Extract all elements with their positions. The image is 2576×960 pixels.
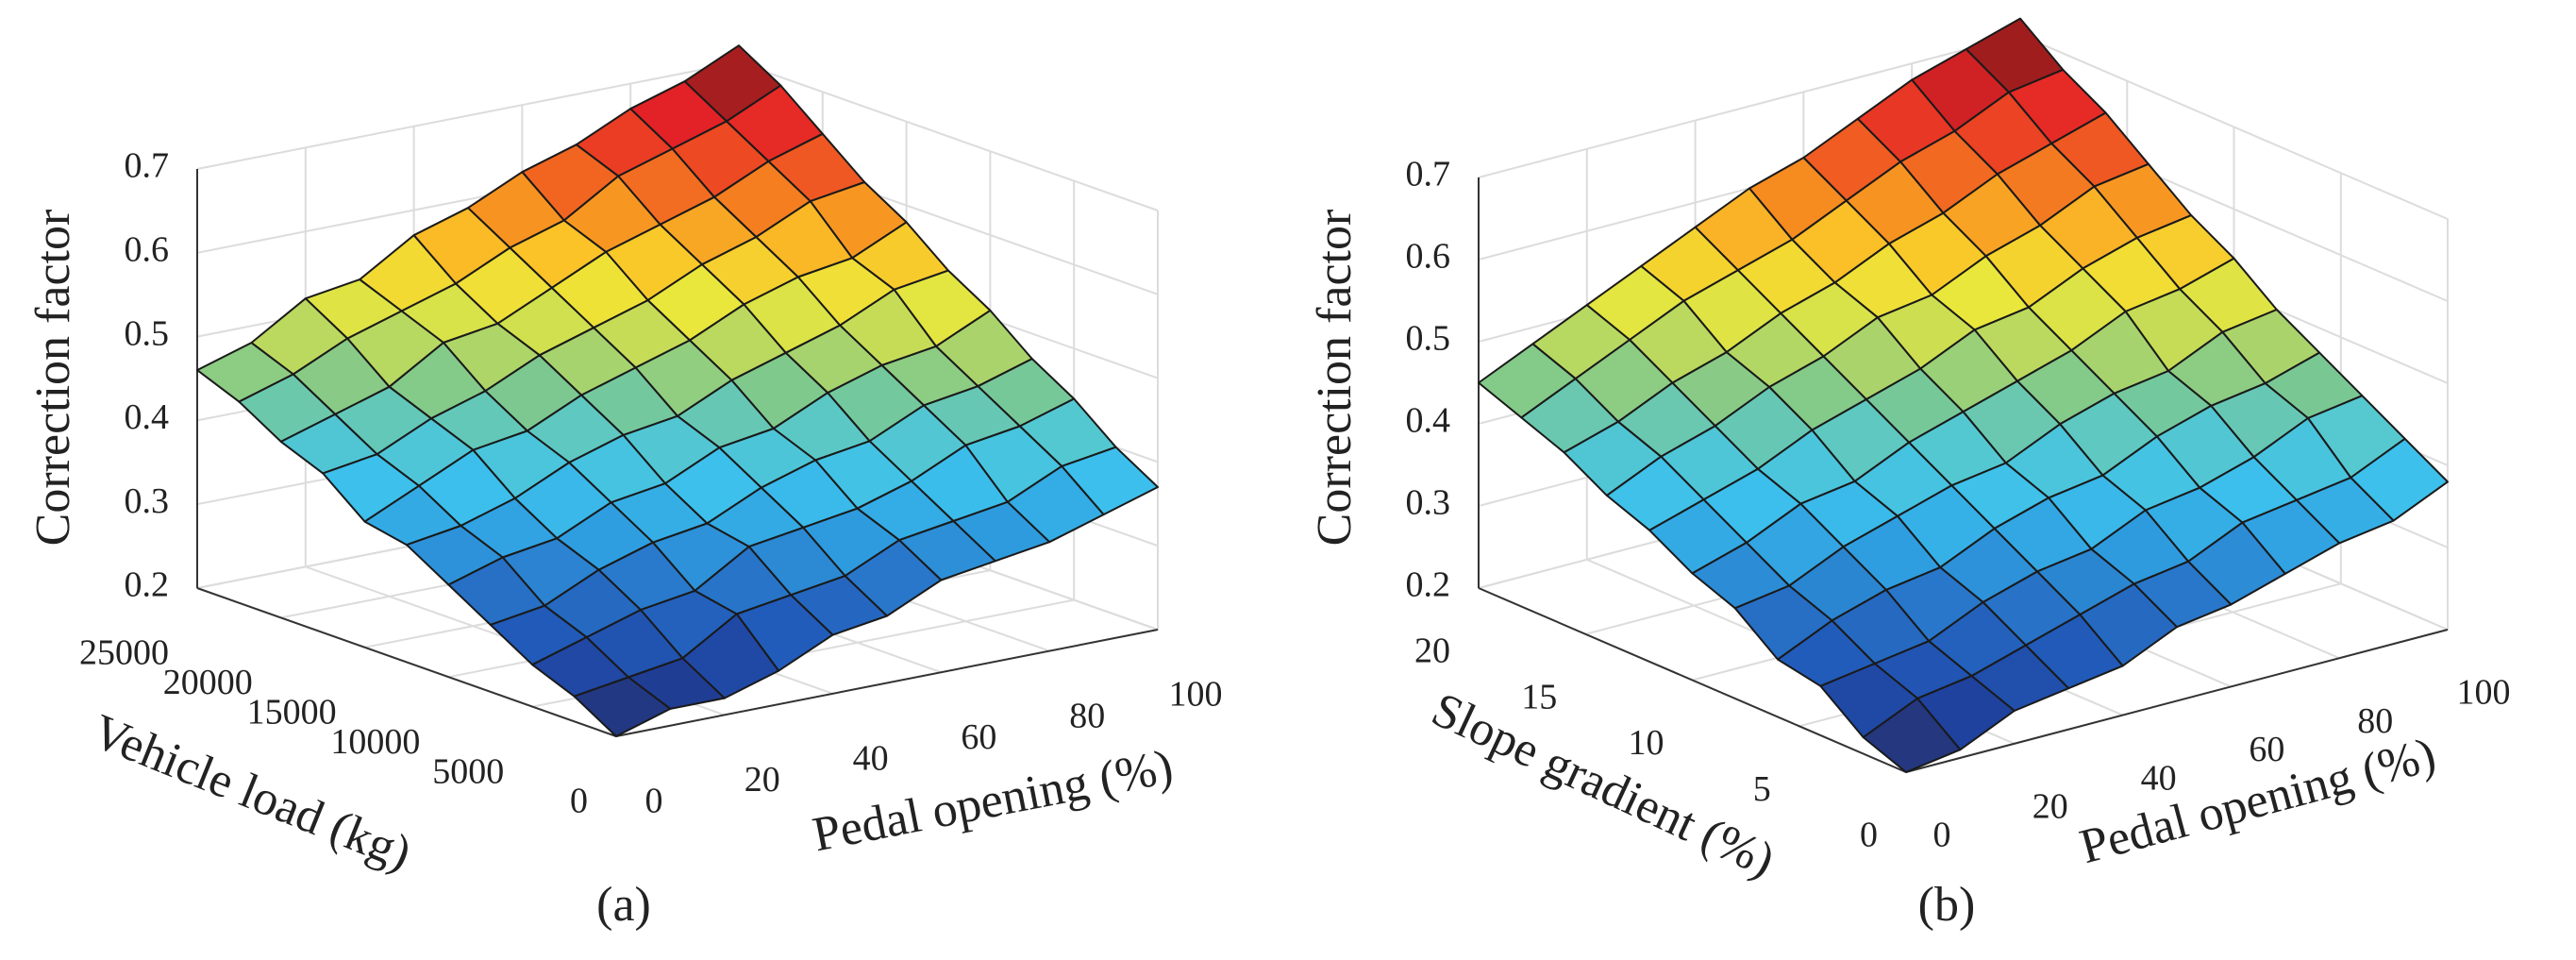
y-tick-label: 5000 [432, 751, 504, 791]
x-tick-label: 100 [2457, 673, 2511, 713]
z-tick-label: 0.2 [125, 565, 170, 605]
x-axis [615, 629, 1159, 737]
x-tick-label: 0 [1933, 816, 1951, 855]
z-tick-label: 0.6 [1406, 237, 1451, 277]
y-axis [1478, 587, 1907, 773]
z-axis-label: Correction factor [1308, 210, 1362, 547]
z-tick-label: 0.5 [125, 313, 170, 353]
y-tick-label: 10000 [330, 722, 420, 762]
y-tick-label: 15000 [247, 693, 337, 733]
y-tick-label: 10 [1629, 723, 1664, 763]
z-tick-label: 0.3 [1406, 483, 1451, 523]
z-tick-label: 0.5 [1406, 319, 1451, 359]
y-tick-label: 15 [1521, 677, 1557, 716]
y-axis-label: Slope gradient (%) [1424, 682, 1782, 888]
panel-label: (a) [596, 878, 651, 932]
x-tick-label: 80 [1069, 696, 1105, 735]
y-tick-label: 20000 [163, 663, 253, 702]
panel-label: (b) [1918, 878, 1976, 932]
z-axis-label: Correction factor [26, 210, 80, 547]
x-tick-label: 100 [1169, 675, 1223, 715]
surface-facet [573, 676, 672, 737]
x-tick-label: 80 [2357, 701, 2393, 741]
x-tick-label: 40 [853, 739, 889, 779]
y-tick-label: 0 [1860, 816, 1878, 855]
z-tick-label: 0.7 [1406, 155, 1451, 194]
y-tick-label: 25000 [79, 633, 169, 673]
x-tick-label: 60 [2249, 730, 2284, 769]
z-tick-label: 0.6 [125, 230, 170, 270]
z-tick-label: 0.2 [1406, 565, 1451, 605]
y-tick-label: 5 [1753, 769, 1771, 809]
surface-plot: 020406080100051015200.20.30.40.50.60.7Pe… [1308, 17, 2511, 932]
z-tick-label: 0.7 [125, 146, 170, 186]
x-tick-label: 20 [2032, 787, 2068, 827]
y-tick-label: 0 [570, 782, 588, 821]
z-tick-label: 0.4 [1406, 401, 1451, 441]
x-tick-label: 40 [2141, 758, 2177, 798]
y-tick-label: 20 [1414, 632, 1450, 671]
surface-facet [1862, 697, 1962, 773]
x-tick-label: 0 [645, 782, 663, 821]
z-tick-label: 0.3 [125, 481, 170, 521]
y-axis [196, 587, 617, 737]
z-tick-label: 0.4 [125, 397, 170, 437]
x-tick-label: 20 [744, 760, 780, 800]
x-tick-label: 60 [961, 717, 996, 757]
x-axis [1905, 629, 2449, 773]
